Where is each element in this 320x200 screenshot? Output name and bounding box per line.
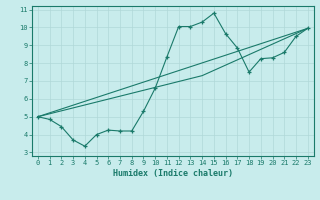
X-axis label: Humidex (Indice chaleur): Humidex (Indice chaleur) [113, 169, 233, 178]
